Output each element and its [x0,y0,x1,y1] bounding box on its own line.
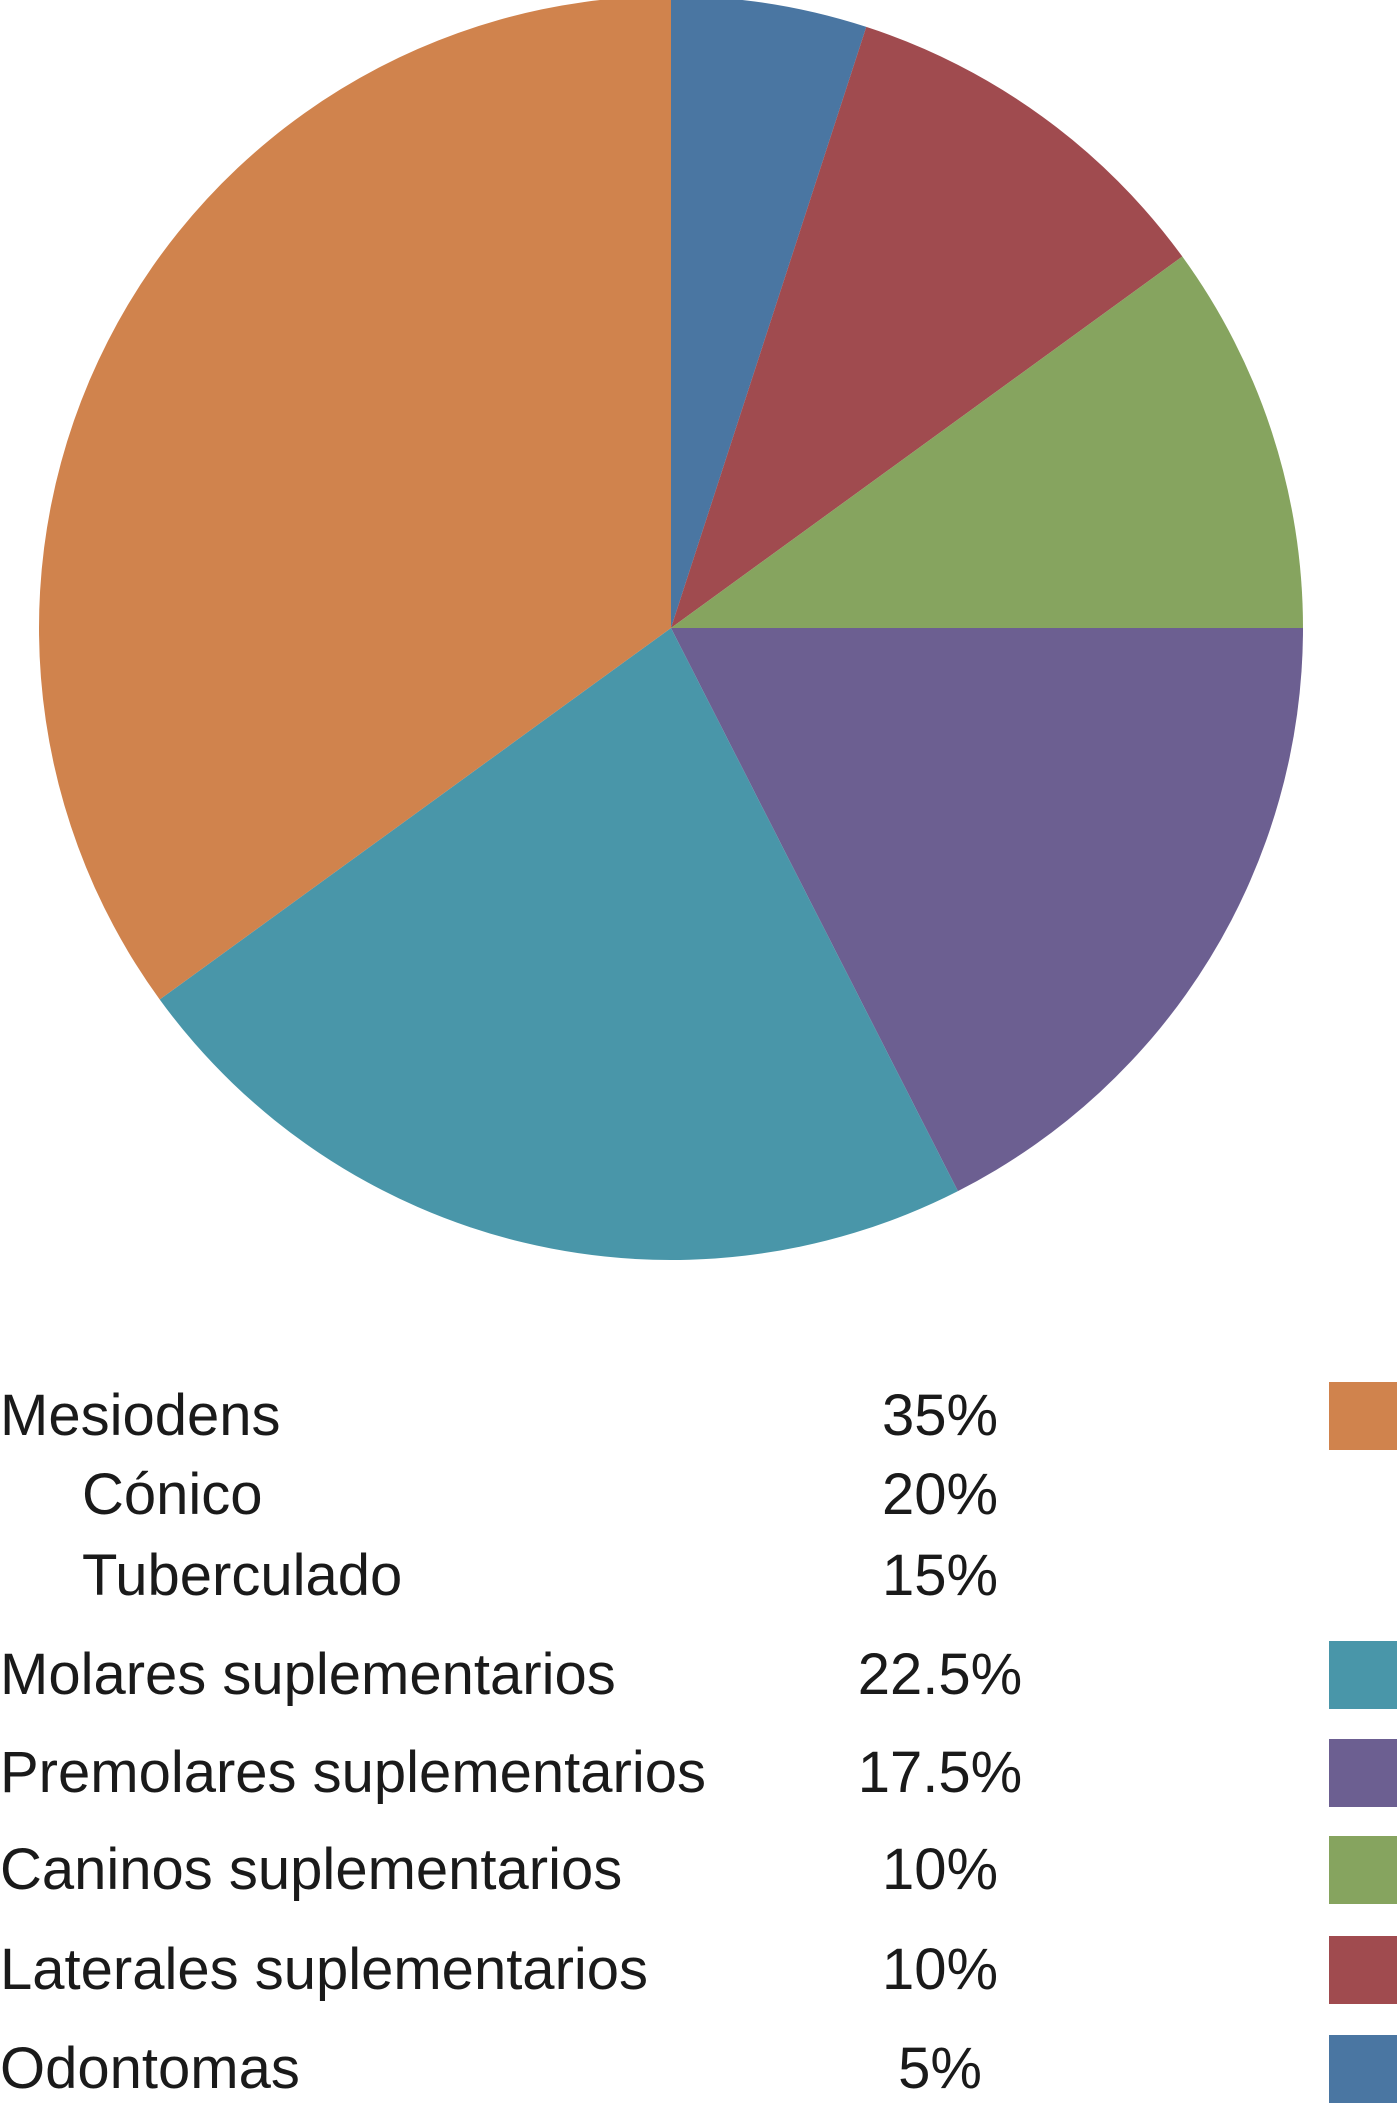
legend-row: Laterales suplementarios 10% [0,1930,1399,2010]
legend-row: Odontomas 5% [0,2029,1399,2109]
legend-swatch [1329,2035,1397,2103]
pie-slice-molares-suplementarios [159,628,958,1261]
legend-swatch [1329,1641,1397,1709]
legend-value: 20% [881,1462,999,1527]
legend-row: Molares suplementarios 22.5% [0,1635,1399,1715]
legend-label: Cónico [82,1462,263,1527]
legend-swatch [1329,1739,1397,1807]
legend-label: Premolares suplementarios [0,1740,706,1805]
legend-row: Caninos suplementarios 10% [0,1830,1399,1910]
pie-slice-premolares-suplementarios [671,628,1303,1192]
legend-value: 22.5% [857,1642,1023,1707]
legend-label: Odontomas [0,2036,300,2101]
legend-row: Premolares suplementarios 17.5% [0,1733,1399,1813]
legend-label: Molares suplementarios [0,1642,616,1707]
legend-label: Laterales suplementarios [0,1937,649,2002]
legend-value: 10% [881,1937,999,2002]
pie-slice-mesiodens [39,0,671,1000]
legend-swatch [1329,1382,1397,1450]
legend-label: Tuberculado [82,1543,403,1608]
legend-row: Cónico 20% [0,1455,1399,1535]
pie-slice-caninos-suplementarios [671,256,1303,628]
pie-slice-laterales-suplementarios [671,26,1183,629]
legend-value: 5% [898,2036,982,2101]
pie-chart [39,0,1303,1261]
legend-value: 17.5% [857,1740,1023,1805]
legend-swatch [1329,1836,1397,1904]
legend-label: Caninos suplementarios [0,1837,623,1902]
pie-slice-odontomas [671,0,867,628]
legend-value: 35% [881,1383,999,1448]
legend-row: Mesiodens 35% [0,1376,1399,1456]
legend-swatch [1329,1936,1397,2004]
legend-label: Mesiodens [0,1383,281,1448]
legend-row: Tuberculado 15% [0,1536,1399,1616]
legend-value: 10% [881,1837,999,1902]
legend-value: 15% [881,1543,999,1608]
